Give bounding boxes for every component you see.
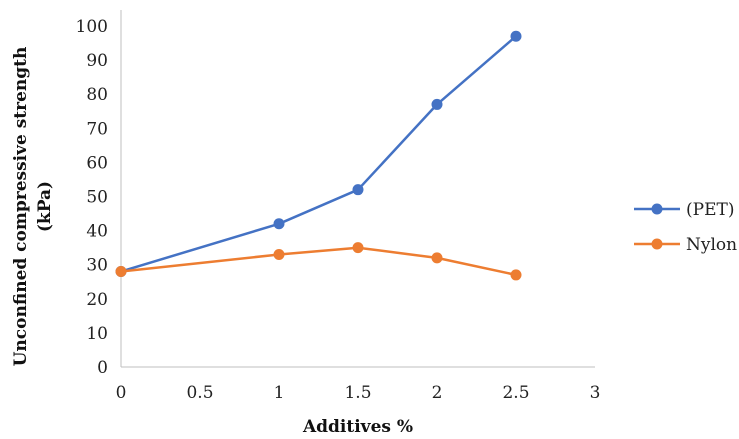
data-point bbox=[352, 242, 364, 254]
y-tick-label: 40 bbox=[86, 222, 108, 242]
data-point bbox=[510, 30, 522, 42]
x-tick-label: 2 bbox=[432, 383, 443, 403]
y-axis-title-line-2: (kPa) bbox=[35, 181, 55, 232]
y-tick-label: 10 bbox=[86, 324, 108, 344]
x-tick-label: 3 bbox=[590, 383, 601, 403]
x-tick-label: 2.5 bbox=[502, 383, 529, 403]
x-tick-label: 1.5 bbox=[344, 383, 371, 403]
data-point bbox=[273, 248, 285, 260]
y-tick-label: 70 bbox=[86, 119, 108, 139]
y-tick-label: 20 bbox=[86, 290, 108, 310]
data-point bbox=[510, 269, 522, 281]
data-point bbox=[431, 98, 443, 110]
x-axis-title: Additives % bbox=[302, 417, 413, 437]
y-axis-title-line-1: Unconfined compressive strength bbox=[11, 47, 31, 367]
series-1 bbox=[115, 242, 522, 281]
series-line bbox=[119, 246, 518, 277]
legend-swatch-marker bbox=[651, 203, 663, 215]
series-line bbox=[119, 34, 518, 273]
series bbox=[115, 30, 522, 281]
data-point bbox=[352, 184, 364, 196]
y-tick-label: 80 bbox=[86, 85, 108, 105]
y-tick-label: 100 bbox=[76, 17, 108, 37]
x-tick-labels: 0 0.5 1 1.5 2 2.5 3 bbox=[116, 383, 601, 403]
legend-label: (PET) bbox=[686, 200, 734, 220]
y-tick-label: 50 bbox=[86, 188, 108, 208]
y-tick-label: 60 bbox=[86, 153, 108, 173]
legend-item: (PET) bbox=[634, 200, 734, 220]
x-tick-label: 0 bbox=[116, 383, 127, 403]
y-tick-label: 0 bbox=[97, 358, 108, 378]
x-tick-label: 1 bbox=[274, 383, 285, 403]
legend-item: Nylon bbox=[634, 235, 737, 255]
data-point bbox=[431, 252, 443, 264]
data-point bbox=[273, 218, 285, 230]
legend: (PET) Nylon bbox=[634, 200, 737, 255]
axes bbox=[120, 10, 595, 368]
x-tick-label: 0.5 bbox=[186, 383, 213, 403]
y-tick-label: 90 bbox=[86, 51, 108, 71]
y-tick-labels: 0 10 20 30 40 50 60 70 80 90 100 bbox=[76, 17, 108, 378]
legend-label: Nylon bbox=[686, 235, 737, 255]
series-0 bbox=[115, 30, 522, 278]
y-tick-label: 30 bbox=[86, 256, 108, 276]
data-point bbox=[115, 266, 127, 278]
legend-swatch-marker bbox=[651, 238, 663, 250]
y-axis-title: Unconfined compressive strength (kPa) bbox=[11, 47, 55, 367]
